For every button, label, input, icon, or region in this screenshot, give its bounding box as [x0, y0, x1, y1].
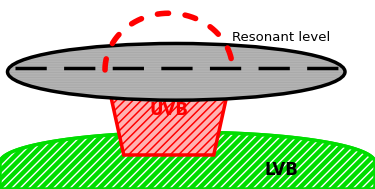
Polygon shape [0, 132, 375, 189]
Ellipse shape [8, 43, 345, 100]
Text: LVB: LVB [264, 161, 298, 179]
Polygon shape [105, 70, 232, 155]
Ellipse shape [8, 43, 345, 100]
Polygon shape [105, 70, 232, 155]
Text: UVB: UVB [149, 101, 188, 119]
Text: Resonant level: Resonant level [232, 31, 331, 44]
